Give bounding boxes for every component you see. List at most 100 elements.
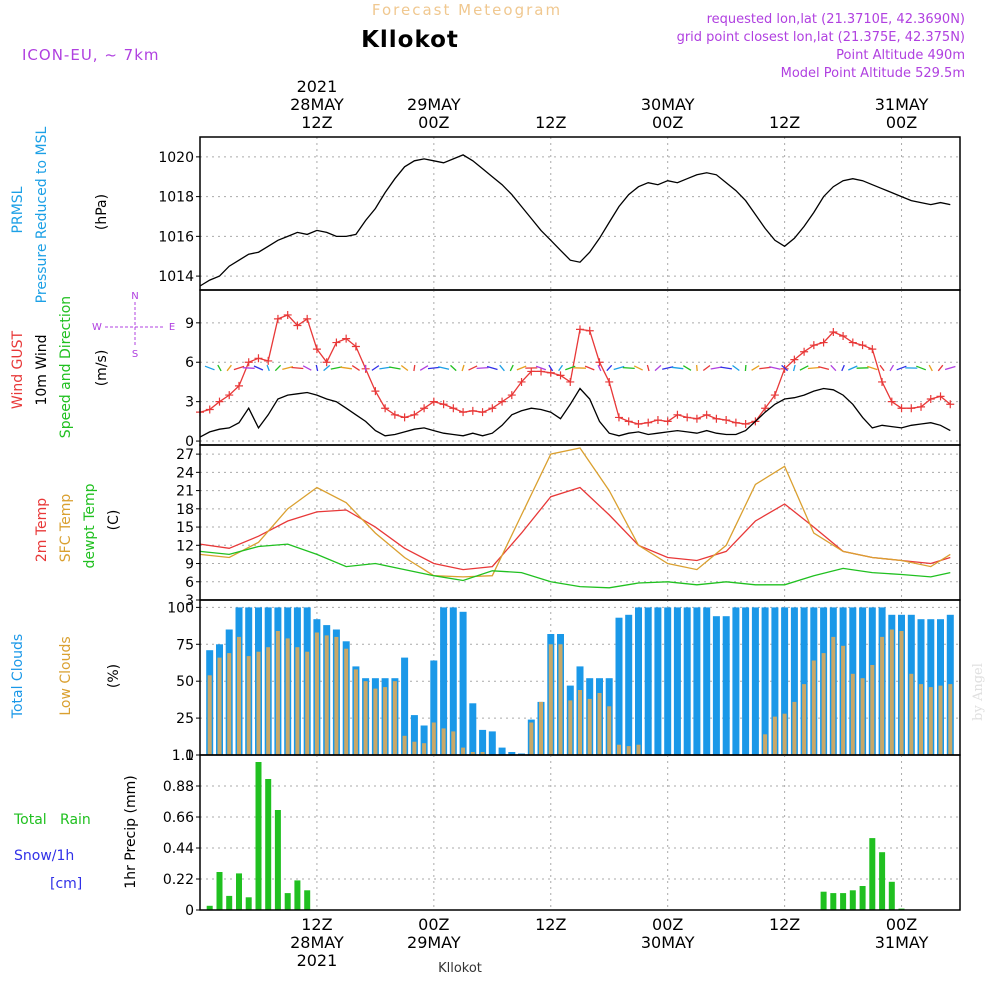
wind10-label: 10m Wind [34, 334, 50, 405]
gust-point [507, 391, 516, 400]
low_cloud-bar [431, 722, 436, 755]
clouds-ytick-label: 100 [167, 600, 194, 616]
wind-arrow [792, 364, 796, 372]
compass-e: E [169, 322, 175, 333]
gust-label: Wind GUST [10, 330, 26, 409]
low_cloud-bar [880, 636, 885, 755]
total_cloud-bar [761, 607, 769, 755]
gust-point [887, 397, 896, 406]
gust-point [926, 395, 935, 404]
wind-arrow [499, 364, 505, 372]
gust-point [595, 358, 604, 367]
gust-point [644, 418, 653, 427]
low_cloud-bar [539, 701, 543, 755]
low_cloud-bar [295, 647, 300, 755]
time-label: 29MAY [407, 933, 461, 952]
rain-bar [830, 893, 837, 910]
low_cloud-bar [344, 648, 349, 755]
wind-arrow [315, 364, 319, 372]
compass-rose: N S W E [92, 291, 175, 360]
gust-point [371, 387, 380, 396]
wind-dir-label: Speed and Direction [58, 296, 74, 438]
low_cloud-bar [889, 629, 894, 755]
dew-label: dewpt Temp [82, 483, 98, 568]
snow-label: Snow/1h [14, 848, 74, 864]
wind-arrow [646, 364, 650, 372]
total_cloud-bar [635, 607, 642, 755]
wind-arrow [291, 366, 304, 370]
wind-arrow [867, 365, 878, 371]
clouds-panel: 0 25 50 75 100 [167, 599, 961, 764]
time-label: 28MAY [290, 933, 344, 952]
total_cloud-bar [459, 611, 467, 755]
gust-point [907, 404, 916, 413]
rain-bar [888, 881, 895, 910]
gust-point [663, 417, 672, 426]
gust-point [702, 410, 711, 419]
low_cloud-bar [568, 700, 573, 755]
gust-point [897, 404, 906, 413]
time-label: 00Z [652, 915, 683, 934]
low_cloud-bar [831, 636, 836, 755]
low_cloud-bar [275, 631, 280, 755]
low_cloud-bar [899, 631, 904, 755]
wind-arrow [759, 366, 771, 370]
requested-coords: requested lon,lat (21.3710E, 42.3690N) [707, 12, 965, 27]
low_cloud-bar [412, 741, 417, 755]
gust-point [868, 345, 877, 354]
time-label: 31MAY [875, 95, 929, 114]
gust-point [546, 368, 555, 377]
wind-arrow [799, 365, 809, 371]
gust-point [234, 381, 243, 390]
gust-point [381, 404, 390, 413]
gust-point [332, 338, 341, 347]
low_cloud-bar [782, 713, 787, 755]
wind-arrow [732, 364, 740, 372]
wind-arrow [233, 365, 245, 371]
wind-arrow [781, 364, 789, 372]
total_cloud-bar [449, 607, 457, 755]
gust-point [634, 419, 643, 428]
wind-arrow [662, 366, 674, 370]
gust-point [566, 377, 575, 386]
low_cloud-bar [373, 688, 378, 755]
gust-point [790, 355, 799, 364]
low_cloud-bar [870, 665, 875, 755]
temperature-ytick-label: 24 [176, 465, 194, 481]
wind-arrow [944, 365, 956, 371]
rain-bar [849, 890, 856, 910]
temperature-ytick-label: 9 [185, 557, 194, 573]
low_cloud-bar [324, 635, 329, 755]
pressure-ytick-label: 1020 [158, 150, 194, 166]
wind-arrow [769, 366, 781, 370]
gust-point [712, 414, 721, 423]
temperature-frame [199, 444, 961, 601]
gust-point [527, 367, 536, 376]
temperature-ytick-label: 3 [185, 593, 194, 609]
clouds-ytick-label: 75 [176, 637, 194, 653]
sfc-line [199, 447, 951, 578]
wind-arrow [654, 364, 662, 372]
clouds-ytick-label: 0 [185, 748, 194, 764]
wind-arrow [606, 364, 613, 372]
total_cloud-bar [625, 614, 633, 755]
compass-w: W [92, 322, 102, 333]
wind-unit: (m/s) [94, 350, 110, 387]
low_cloud-bar [928, 687, 933, 755]
wind-arrows [204, 364, 956, 372]
low_cloud-bar [363, 681, 368, 755]
wind-arrow [274, 364, 282, 372]
pressure-desc: Pressure Reduced to MSL [34, 126, 50, 303]
gust-point [858, 341, 867, 350]
model-name: ICON-EU, ~ 7km [22, 46, 160, 64]
gust-point [673, 410, 682, 419]
low_cloud-bar [207, 675, 212, 755]
time-label: 30MAY [641, 95, 695, 114]
time-label: 12Z [769, 113, 800, 132]
gust-point [683, 413, 692, 422]
wind-arrow [351, 365, 360, 371]
rain-bar [869, 838, 876, 910]
precip-labels: Total Rain Snow/1h [cm] 1hr Precip (mm) [13, 775, 139, 892]
gust-point [303, 314, 312, 323]
